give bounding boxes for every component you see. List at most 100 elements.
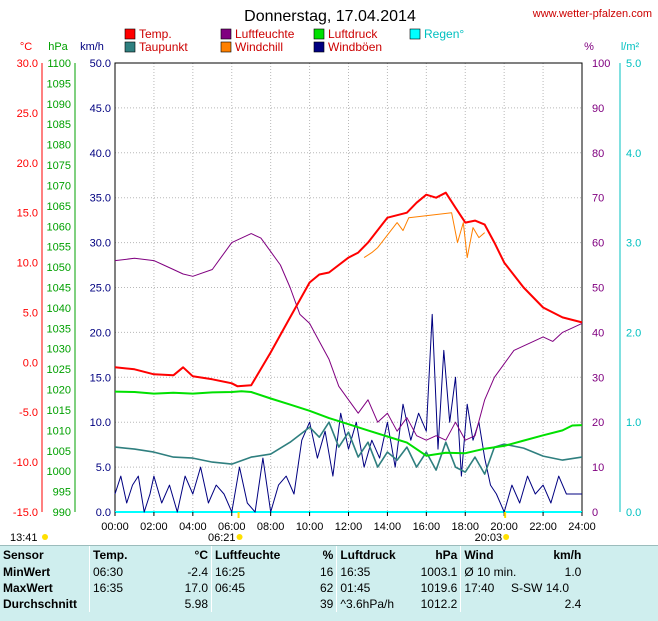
unit-wind: km/h: [80, 41, 104, 53]
humidity-tick: 60: [592, 238, 604, 250]
series-taupunkt: [114, 421, 583, 475]
pressure-tick: 1070: [47, 180, 71, 192]
legend-swatch: [124, 41, 136, 53]
humidity-tick: 50: [592, 283, 604, 295]
sun-time-label: 20:03: [475, 532, 503, 544]
wind-value: 1.0: [564, 565, 582, 579]
press-time: 16:35: [336, 564, 411, 580]
legend-swatch: [220, 28, 232, 40]
rain-tick: 3.0: [626, 238, 641, 250]
source-url: www.wetter-pfalzen.com: [532, 8, 652, 20]
legend-swatch: [313, 41, 325, 53]
legend-label: Windböen: [328, 40, 382, 54]
pressure-tick: 1040: [47, 303, 71, 315]
temp-value: 5.98: [184, 597, 208, 611]
unit-rain: l/m²: [621, 41, 640, 53]
x-tick-label: 14:00: [374, 521, 402, 533]
x-tick-labels: 00:00 02:00 04:00 06:00 08:00 10:00 12:00 14:00…: [101, 512, 596, 533]
legend-swatch: [313, 28, 325, 40]
humidity-tick: 80: [592, 148, 604, 160]
pressure-tick: 1095: [47, 78, 71, 90]
wind-tick: 0.0: [96, 507, 111, 519]
pressure-tick: 1005: [47, 446, 71, 458]
stats-row-max: MaxWert 16:35 17.0 06:45 62 01:45 1019.6…: [0, 580, 585, 596]
humidity-tick: 0: [592, 507, 598, 519]
chart-svg: Donnerstag, 17.04.2014 www.wetter-pfalze…: [10, 8, 652, 544]
pressure-tick: 1055: [47, 242, 71, 254]
hdr-sensor: Sensor: [3, 548, 44, 562]
temp-tick: -15.0: [13, 507, 38, 519]
hdr-hum: Luftfeuchte: [211, 546, 281, 564]
press-time: 01:45: [336, 580, 411, 596]
wind-desc: 17:40 S-SW 14.0: [460, 580, 585, 596]
wind-desc: Ø 10 min.: [460, 564, 527, 580]
rain-tick: 4.0: [626, 148, 641, 160]
wind-tick: 25.0: [90, 283, 111, 295]
series-luftfeuchte: [114, 233, 583, 441]
wind-tick: 40.0: [90, 148, 111, 160]
sun-icon: [503, 534, 510, 540]
sun-markers: 13:41 06:21 20:03: [10, 512, 510, 544]
hum-time: 16:25: [211, 564, 281, 580]
hdr-temp: Temp.: [89, 546, 153, 564]
x-tick-label: 02:00: [140, 521, 168, 533]
pressure-tick: 1010: [47, 425, 71, 437]
stats-header-row: Sensor Temp. °C Luftfeuchte % Luftdruck …: [0, 546, 584, 564]
hdr-temp-unit: °C: [194, 548, 208, 562]
pressure-tick: 1085: [47, 119, 71, 131]
wind-tick: 30.0: [90, 238, 111, 250]
temp-value: -2.4: [187, 565, 208, 579]
wind-tick: 15.0: [90, 372, 111, 384]
chart-title: Donnerstag, 17.04.2014: [244, 8, 416, 25]
unit-pressure: hPa: [48, 41, 68, 53]
x-tick-label: 16:00: [413, 521, 441, 533]
hum-time: 06:45: [211, 580, 281, 596]
pressure-tick: 1020: [47, 385, 71, 397]
sun-icon: [236, 534, 243, 540]
hdr-wind-unit: km/h: [553, 548, 582, 562]
rain-tick: 5.0: [626, 58, 641, 70]
legend-label: Taupunkt: [139, 40, 188, 54]
series-luftdruck: [114, 390, 583, 457]
series-windchill: [363, 212, 486, 259]
temp-time: 16:35: [89, 580, 153, 596]
row-label: MinWert: [3, 565, 51, 579]
humidity-tick: 40: [592, 327, 604, 339]
sun-time-label: 06:21: [208, 532, 236, 544]
wind-desc: [460, 596, 527, 612]
wind-tick: 10.0: [90, 417, 111, 429]
legend-swatch: [220, 41, 232, 53]
pressure-tick: 990: [53, 507, 71, 519]
wind-value: 2.4: [564, 597, 582, 611]
wind-tick: 50.0: [90, 58, 111, 70]
pressure-tick: 1035: [47, 323, 71, 335]
legend-label: Windchill: [235, 40, 283, 54]
legend-swatch: [409, 28, 421, 40]
hum-value: 16: [319, 565, 334, 579]
pressure-tick: 1065: [47, 201, 71, 213]
pressure-tick: 1090: [47, 99, 71, 111]
rain-tick: 2.0: [626, 327, 641, 339]
temp-tick: 10.0: [17, 258, 38, 270]
hum-value: 39: [319, 597, 334, 611]
wind-tick: 35.0: [90, 193, 111, 205]
temp-tick: 15.0: [17, 208, 38, 220]
hdr-press: Luftdruck: [336, 546, 411, 564]
unit-humidity: %: [584, 41, 594, 53]
hdr-wind: Wind: [460, 546, 527, 564]
humidity-tick: 10: [592, 462, 604, 474]
legend-label: Regen°: [424, 27, 464, 41]
stats-row-min: MinWert 06:30 -2.4 16:25 16 16:35 1003.1…: [0, 564, 584, 580]
legend-swatch: [124, 28, 136, 40]
humidity-tick: 30: [592, 372, 604, 384]
legend-label: Luftfeuchte: [235, 27, 295, 41]
pressure-tick: 1075: [47, 160, 71, 172]
hum-time: [211, 596, 281, 612]
hum-value: 62: [319, 581, 334, 595]
x-tick-label: 20:00: [490, 521, 518, 533]
row-label: Durchschnitt: [3, 597, 78, 611]
legend-label: Luftdruck: [328, 27, 378, 41]
stats-row-avg: Durchschnitt 5.98 39 ^3.6hPa/h 1012.2 2.…: [0, 596, 584, 612]
series-temp: [114, 191, 583, 388]
